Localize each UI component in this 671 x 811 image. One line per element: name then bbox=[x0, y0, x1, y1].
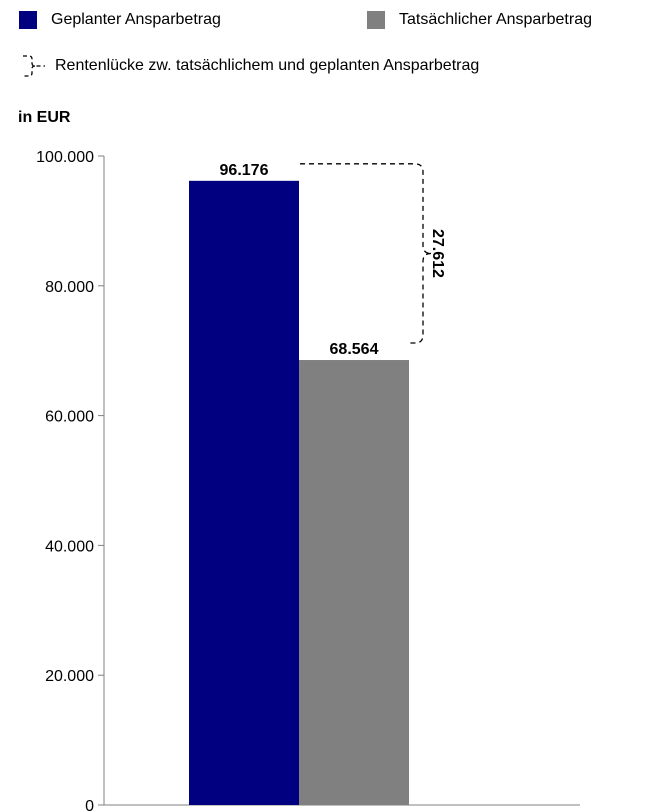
y-tick-label: 40.000 bbox=[45, 538, 94, 555]
legend-item-actual: Tatsächlicher Ansparbetrag bbox=[367, 11, 592, 29]
bar-planned bbox=[189, 180, 299, 806]
bars: 96.176 68.564 bbox=[189, 162, 409, 806]
gap-bracket bbox=[300, 163, 432, 344]
legend-label-gap: Rentenlücke zw. tatsächlichem und geplan… bbox=[55, 57, 480, 74]
y-tick-label: 20.000 bbox=[45, 668, 94, 685]
bar-actual bbox=[299, 360, 409, 805]
y-tick-label: 100.000 bbox=[36, 149, 94, 166]
gap-label: 27.612 bbox=[429, 229, 446, 278]
legend-item-planned: Geplanter Ansparbetrag bbox=[19, 11, 221, 29]
gap-annotation: 27.612 bbox=[300, 163, 446, 344]
legend-swatch-planned bbox=[19, 11, 37, 29]
bracket-icon bbox=[23, 55, 45, 77]
y-axis-unit-label: in EUR bbox=[18, 109, 71, 126]
data-label: 96.176 bbox=[220, 162, 269, 179]
legend-swatch-actual bbox=[367, 11, 385, 29]
legend-item-gap: Rentenlücke zw. tatsächlichem und geplan… bbox=[19, 53, 479, 79]
legend-label-actual: Tatsächlicher Ansparbetrag bbox=[399, 11, 592, 28]
legend-label-planned: Geplanter Ansparbetrag bbox=[51, 11, 221, 28]
y-tick-label: 60.000 bbox=[45, 409, 94, 426]
data-label: 68.564 bbox=[330, 341, 379, 358]
y-tick-label: 0 bbox=[85, 798, 94, 811]
y-tick-label: 80.000 bbox=[45, 279, 94, 296]
